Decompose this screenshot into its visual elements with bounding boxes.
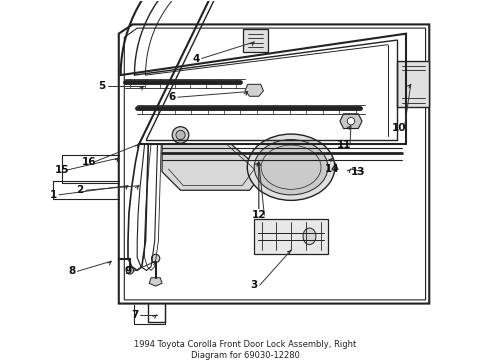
Ellipse shape xyxy=(176,130,185,140)
Text: 9: 9 xyxy=(124,266,131,276)
Text: 10: 10 xyxy=(392,123,406,132)
Polygon shape xyxy=(162,144,264,190)
Polygon shape xyxy=(254,219,328,254)
Polygon shape xyxy=(340,114,362,129)
Text: 2: 2 xyxy=(76,185,84,195)
Text: 13: 13 xyxy=(351,167,366,177)
Polygon shape xyxy=(149,278,162,286)
Text: 11: 11 xyxy=(337,140,352,150)
Ellipse shape xyxy=(126,267,133,274)
Text: 4: 4 xyxy=(193,54,200,63)
Polygon shape xyxy=(245,84,264,96)
Text: 7: 7 xyxy=(131,310,138,320)
Text: 14: 14 xyxy=(325,164,340,174)
Ellipse shape xyxy=(303,228,316,244)
Text: 1: 1 xyxy=(50,190,57,200)
Ellipse shape xyxy=(254,140,328,195)
Text: 15: 15 xyxy=(54,165,69,175)
Polygon shape xyxy=(243,29,268,52)
Ellipse shape xyxy=(151,254,160,262)
Ellipse shape xyxy=(247,134,335,201)
Ellipse shape xyxy=(172,127,189,143)
Text: 6: 6 xyxy=(169,92,176,102)
Text: 3: 3 xyxy=(250,280,258,290)
Text: 16: 16 xyxy=(82,157,97,167)
Text: 1994 Toyota Corolla Front Door Lock Assembly, Right
Diagram for 69030-12280: 1994 Toyota Corolla Front Door Lock Asse… xyxy=(134,341,356,360)
Text: 12: 12 xyxy=(251,210,266,220)
Polygon shape xyxy=(397,61,429,107)
Text: 8: 8 xyxy=(68,266,75,276)
Text: 5: 5 xyxy=(98,81,106,91)
Ellipse shape xyxy=(347,117,355,125)
